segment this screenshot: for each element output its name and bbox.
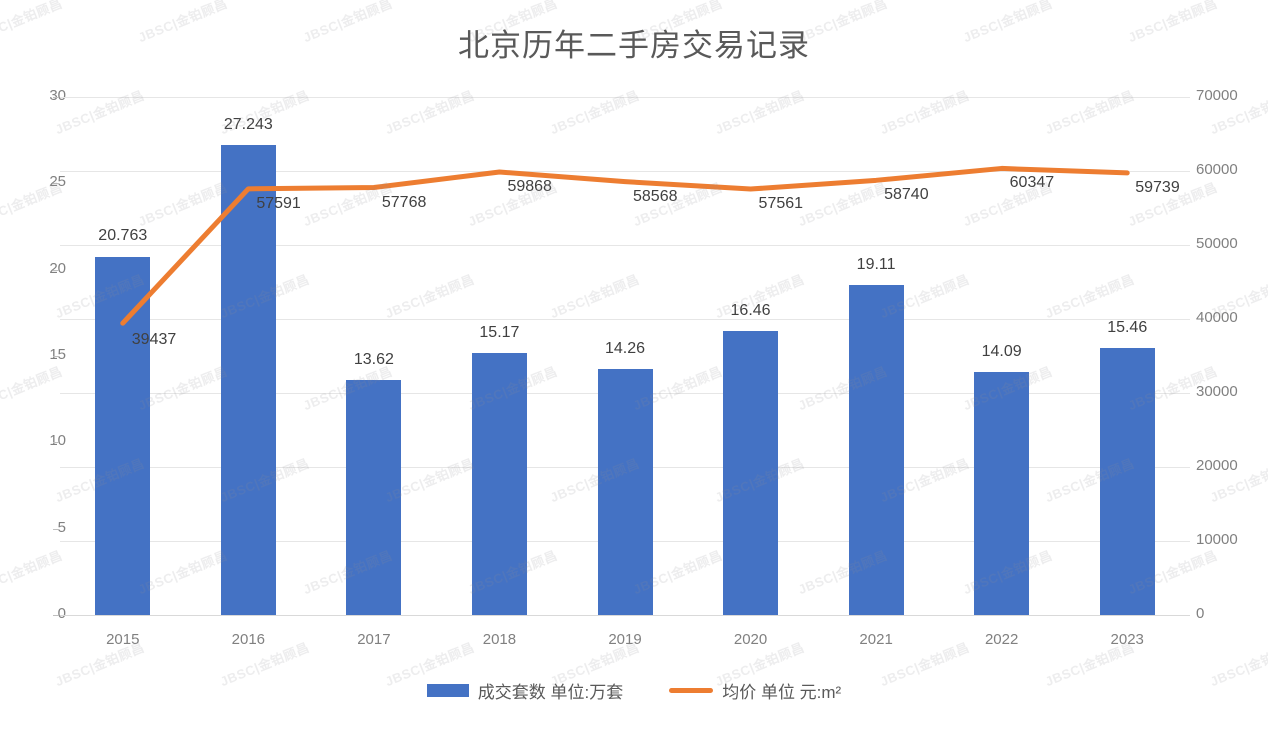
line-value-label-2020: 57561: [758, 195, 804, 213]
y-axis-right-tick-label: 20000: [1196, 457, 1238, 474]
bar-2021[interactable]: [848, 285, 904, 615]
watermark-text: JBSC|金铂顾昌: [300, 729, 395, 733]
gridline: [60, 319, 1190, 320]
y-axis-left-tick-mark: [53, 442, 59, 444]
x-axis-tick-label-2017: 2017: [357, 631, 391, 648]
gridline: [60, 245, 1190, 246]
legend-bar-swatch-icon: [426, 684, 469, 697]
x-axis-tick-label-2016: 2016: [231, 631, 266, 648]
x-axis-tick-label-2018: 2018: [482, 631, 517, 648]
line-value-label-2019: 58568: [633, 187, 678, 205]
bar-value-label-2017: 13.62: [353, 350, 394, 368]
x-axis-tick-label-2019: 2019: [608, 631, 642, 648]
bar-2017[interactable]: [346, 379, 402, 615]
y-axis-left-tick-label: 30: [49, 87, 66, 104]
bar-value-label-2019: 14.26: [604, 339, 646, 357]
y-axis-left-tick-label: 20: [49, 259, 66, 277]
watermark-text: JBSC|金铂顾昌: [630, 729, 725, 733]
price-line-path: [120, 165, 1130, 326]
y-axis-left-tick-mark: [53, 528, 59, 530]
line-value-label-2016: 57591: [256, 194, 301, 212]
plot-area: [60, 97, 1190, 616]
y-axis-left-tick-label: 0: [57, 605, 66, 622]
line-value-label-2022: 60347: [1009, 174, 1055, 192]
line-value-label-2023: 59739: [1135, 178, 1180, 196]
line-value-label-2021: 58740: [884, 186, 929, 204]
price-line-series: [120, 165, 1130, 326]
bar-value-label-2023: 15.46: [1107, 319, 1148, 337]
line-value-label-2018: 59868: [507, 177, 552, 195]
chart-legend: 成交套数 单位:万套 均价 单位 元:m²: [0, 678, 1268, 703]
y-axis-right-tick-label: 60000: [1196, 161, 1238, 178]
bar-value-label-2018: 15.17: [479, 324, 520, 342]
y-axis-right-tick-label: 10000: [1196, 531, 1238, 548]
y-axis-left-tick-mark: [53, 615, 59, 616]
legend-item-line[interactable]: 均价 单位 元:m²: [669, 678, 841, 703]
watermark-text: JBSC|金铂顾昌: [135, 729, 230, 733]
x-axis-tick-label-2020: 2020: [733, 631, 768, 648]
bar-value-label-2021: 19.11: [856, 256, 896, 274]
bar-value-label-2020: 16.46: [730, 301, 771, 319]
y-axis-left-tick-label: 5: [57, 518, 66, 536]
line-value-label-2015: 39437: [131, 331, 177, 349]
watermark-text: JBSC|金铂顾昌: [795, 729, 890, 733]
legend-label: 均价 单位 元:m²: [722, 683, 842, 702]
x-axis-tick-label-2021: 2021: [859, 631, 893, 648]
y-axis-left-tick-label: 25: [49, 173, 66, 191]
y-axis-left-tick-label: 15: [49, 346, 66, 363]
bar-value-label-2022: 14.09: [981, 342, 1022, 360]
bar-2016[interactable]: [220, 144, 276, 615]
watermark-text: JBSC|金铂顾昌: [960, 729, 1055, 733]
x-axis-tick-label-2022: 2022: [984, 631, 1019, 648]
y-axis-left-tick-mark: [53, 269, 59, 271]
watermark-text: JBSC|金铂顾昌: [0, 547, 65, 598]
y-axis-right-tick-label: 70000: [1196, 87, 1238, 104]
bar-2015[interactable]: [95, 256, 151, 615]
legend-line-swatch-icon: [669, 688, 714, 693]
line-value-label-2017: 57768: [381, 193, 427, 211]
bar-2020[interactable]: [723, 330, 779, 615]
watermark-text: JBSC|金铂顾昌: [0, 729, 65, 733]
gridline: [60, 97, 1190, 98]
y-axis-right-tick-label: 0: [1196, 605, 1205, 622]
gridline: [60, 171, 1190, 172]
bar-2018[interactable]: [471, 353, 527, 615]
y-axis-left-tick-mark: [53, 356, 59, 357]
y-axis-left-tick-mark: [53, 183, 59, 185]
y-axis-left-tick-mark: [53, 97, 59, 98]
y-axis-left-tick-label: 10: [49, 432, 66, 450]
y-axis-right-tick-label: 40000: [1196, 309, 1238, 326]
bar-value-label-2015: 20.763: [98, 227, 148, 245]
watermark-text: JBSC|金铂顾昌: [0, 363, 65, 414]
gridline: [60, 615, 1190, 616]
x-axis-tick-label-2015: 2015: [106, 631, 140, 648]
bar-2022[interactable]: [974, 371, 1030, 615]
y-axis-right-tick-label: 30000: [1196, 383, 1238, 400]
legend-item-bars[interactable]: 成交套数 单位:万套: [426, 678, 624, 703]
watermark-text: JBSC|金铂顾昌: [465, 729, 560, 733]
legend-label: 成交套数 单位:万套: [477, 683, 624, 702]
watermark-text: JBSC|金铂顾昌: [1125, 729, 1220, 733]
bar-value-label-2016: 27.243: [223, 115, 273, 133]
bar-2023[interactable]: [1099, 348, 1155, 615]
chart-title: 北京历年二手房交易记录: [458, 28, 810, 63]
y-axis-right-tick-label: 50000: [1196, 235, 1238, 252]
bar-2019[interactable]: [597, 368, 653, 615]
x-axis-tick-label-2023: 2023: [1110, 631, 1144, 648]
